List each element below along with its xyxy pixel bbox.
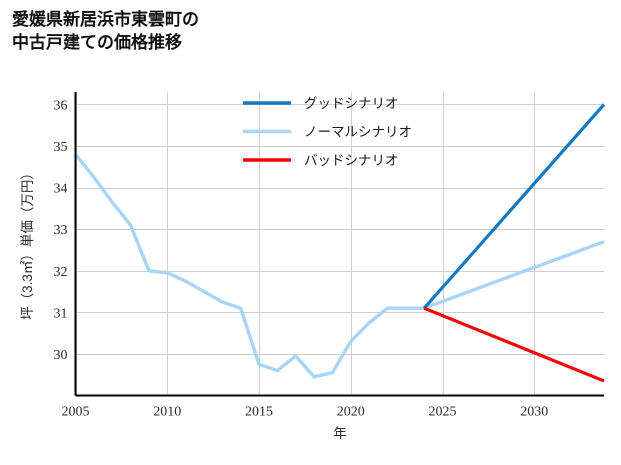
y-tick-label: 35: [54, 140, 68, 155]
legend-label: バッドシナリオ: [304, 153, 399, 168]
x-tick-label: 2030: [520, 405, 548, 420]
x-tick-label: 2005: [62, 405, 90, 420]
axis-spines: [74, 92, 604, 397]
x-tick-label: 2010: [153, 405, 181, 420]
x-tick-label: 2015: [245, 405, 273, 420]
series-line-good: [422, 103, 606, 310]
y-gridlines: [75, 103, 604, 356]
x-tick-label: 2020: [337, 405, 365, 420]
x-tick-label: 2025: [429, 405, 457, 420]
y-tick-label: 34: [54, 182, 68, 197]
series-line-bad: [423, 306, 605, 383]
legend-label: グッドシナリオ: [304, 96, 399, 111]
y-tick-labels: 30 31 32 33 34 35 36: [54, 98, 68, 362]
chart-title: 愛媛県新居浜市東雲町の 中古戸建ての価格推移: [12, 10, 199, 53]
y-tick-label: 36: [54, 98, 68, 113]
x-axis-label: 年: [333, 426, 347, 441]
y-tick-label: 31: [54, 306, 68, 321]
y-tick-label: 32: [54, 265, 68, 280]
x-tick-labels: 2005 2010 2015 2020 2025 2030: [62, 405, 549, 420]
y-tick-label: 33: [54, 223, 68, 238]
series-line-normal: [74, 153, 605, 379]
series-lines: [74, 103, 606, 383]
legend-label: ノーマルシナリオ: [304, 125, 412, 140]
y-axis-label: 坪（3.3㎡）単価（万円）: [20, 166, 35, 320]
y-tick-label: 30: [54, 348, 68, 363]
